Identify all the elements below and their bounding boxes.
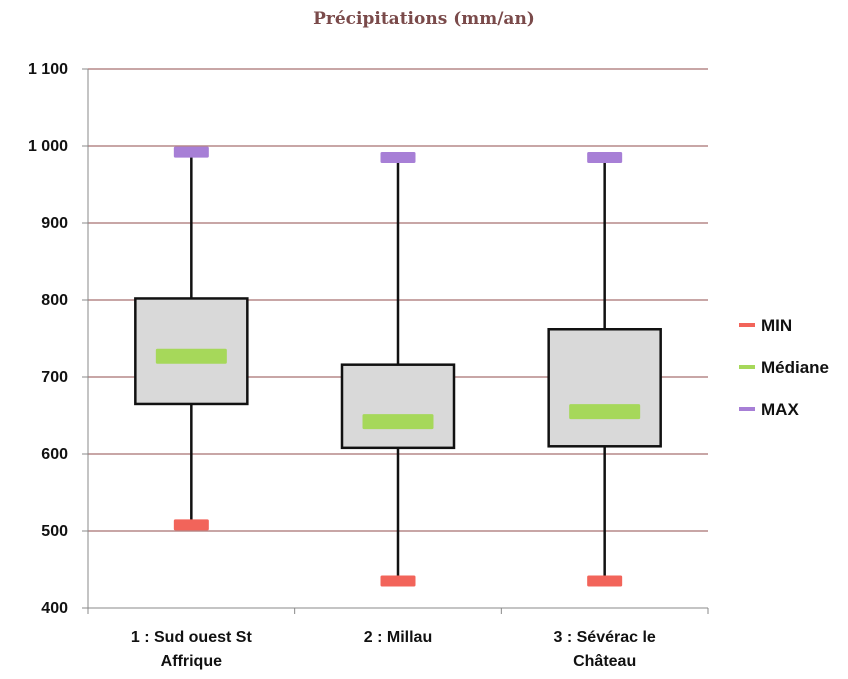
legend: MIN Médiane MAX (739, 316, 829, 419)
box-iqr (547, 328, 662, 448)
y-tick-label: 900 (41, 215, 68, 232)
legend-swatch (739, 323, 755, 327)
axes: 400 500 600 700 800 900 1 000 1 100 1 : Sud oues… (28, 61, 709, 670)
legend-label: Médiane (761, 358, 829, 377)
min-marker (587, 575, 623, 587)
y-tick-label: 400 (41, 600, 68, 617)
x-category-label: 1 : Sud ouest St (131, 629, 253, 646)
box-plots (134, 146, 662, 587)
y-tick-label: 800 (41, 292, 68, 309)
min-marker (380, 575, 416, 587)
x-category-label: 3 : Sévérac le (554, 629, 656, 646)
y-tick-label: 1 100 (28, 61, 68, 78)
y-tick-label: 500 (41, 523, 68, 540)
x-category-label: Affrique (161, 653, 222, 670)
y-tick-label: 700 (41, 369, 68, 386)
median-marker (155, 348, 227, 364)
max-marker (173, 146, 209, 158)
x-category-label: 2 : Millau (364, 629, 432, 646)
legend-label: MAX (761, 400, 799, 419)
y-tick-label: 1 000 (28, 138, 68, 155)
x-category-label: Château (573, 653, 636, 670)
median-marker (362, 414, 434, 430)
legend-label: MIN (761, 316, 792, 335)
box-iqr (340, 363, 456, 450)
max-marker (380, 152, 416, 164)
legend-swatch (739, 365, 755, 369)
max-marker (587, 152, 623, 164)
median-marker (569, 404, 641, 420)
min-marker (173, 519, 209, 531)
y-tick-label: 600 (41, 446, 68, 463)
chart-title: Précipitations (mm/an) (313, 9, 535, 29)
legend-swatch (739, 407, 755, 411)
